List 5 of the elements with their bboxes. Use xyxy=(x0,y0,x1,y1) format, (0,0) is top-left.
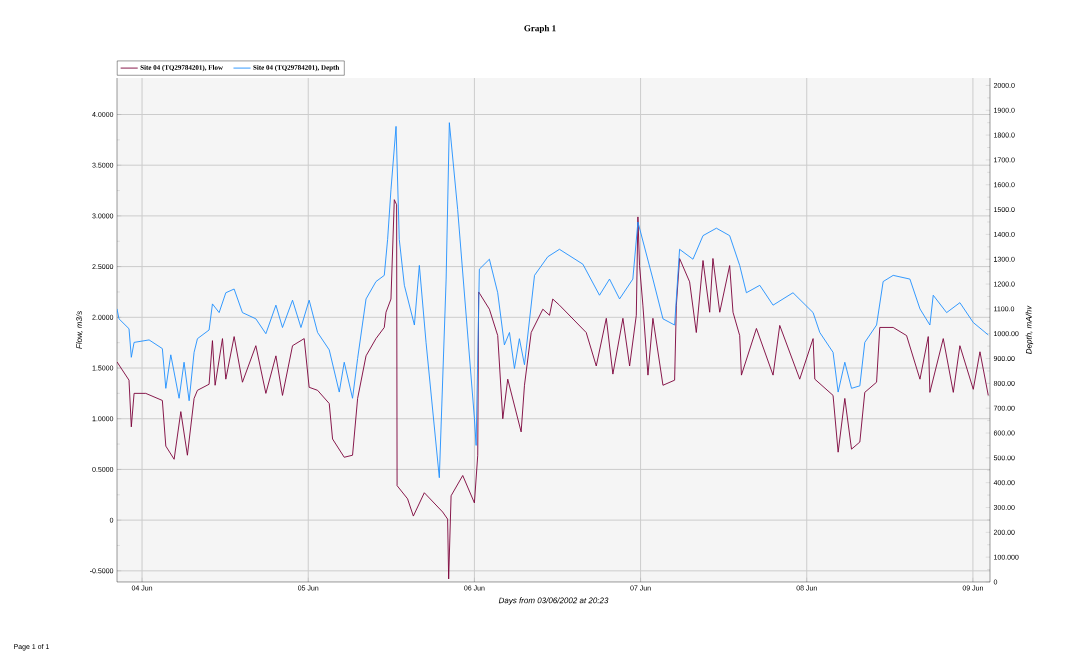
chart-title: Graph 1 xyxy=(524,24,556,34)
y2-axis-title: Depth, mA/hv xyxy=(1025,305,1034,354)
line-series xyxy=(117,122,989,479)
x-axis-title: Days from 03/06/2002 at 20:23 xyxy=(498,597,609,605)
y-axis-title: Flow, m3/s xyxy=(76,311,83,349)
